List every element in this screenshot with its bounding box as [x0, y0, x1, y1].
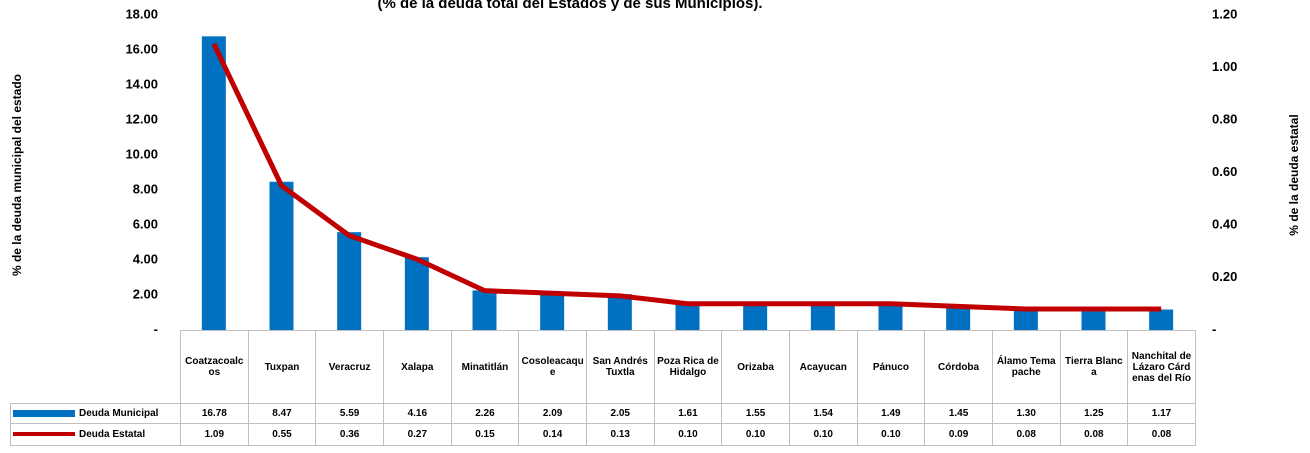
x-tick-label: Álamo Temapache [991, 330, 1061, 404]
data-label: 1.61 [653, 403, 723, 424]
x-tick-label: Nanchital de Lázaro Cárdenas del Río [1127, 330, 1196, 404]
y-tick-label: 2.00 [133, 286, 158, 301]
bar [472, 290, 497, 330]
data-label: 0.10 [721, 423, 790, 446]
data-label: 0.13 [585, 423, 655, 446]
legend-label: Deuda Municipal [79, 408, 159, 419]
x-tick-label: Poza Rica de Hidalgo [653, 330, 723, 404]
x-tick-label: Córdoba [924, 330, 993, 404]
x-tick-label: Veracruz [315, 330, 384, 404]
bar [540, 293, 565, 330]
y2-tick-label: 0.60 [1212, 164, 1237, 179]
x-tick-label: Acayucan [788, 330, 858, 404]
y-tick-label: 8.00 [133, 181, 158, 196]
y2-tick-label: 0.40 [1212, 216, 1237, 231]
bar [1149, 309, 1174, 330]
data-label: 0.15 [450, 423, 520, 446]
line [211, 42, 1162, 312]
data-label: 16.78 [180, 403, 249, 424]
legend-entry: Deuda Estatal [10, 423, 181, 446]
legend-swatch [13, 432, 75, 437]
y-tick-label: 14.00 [125, 76, 158, 91]
data-label: 1.25 [1059, 403, 1129, 424]
y2-axis-label: % de la deuda estatal [1287, 114, 1301, 235]
y-tick-label: 4.00 [133, 251, 158, 266]
data-label: 0.10 [788, 423, 858, 446]
y-tick-label: - [154, 321, 158, 336]
y2-tick-label: - [1212, 321, 1216, 336]
bar [810, 303, 835, 330]
y-tick-label: 10.00 [125, 146, 158, 161]
data-table: Coatzacoalcos Tuxpan Veracruz Xalapa Minatit… [10, 330, 1196, 446]
y-tick-label: 6.00 [133, 216, 158, 231]
x-tick-label: Xalapa [382, 330, 452, 404]
x-tick-label: Pánuco [856, 330, 926, 404]
data-label: 0.08 [991, 423, 1061, 446]
legend-label: Deuda Estatal [79, 429, 146, 440]
bar [1081, 308, 1106, 330]
data-label: 0.08 [1059, 423, 1129, 446]
data-label: 0.09 [924, 423, 993, 446]
legend-swatch [13, 409, 75, 417]
y-tick-label: 18.00 [125, 6, 158, 21]
bar [404, 257, 429, 330]
bar [675, 301, 700, 330]
bar [337, 232, 362, 330]
data-label: 1.30 [991, 403, 1061, 424]
bar [743, 302, 768, 330]
data-label: 8.47 [247, 403, 317, 424]
bar [269, 181, 294, 330]
legend-entry: Deuda Municipal [10, 403, 181, 424]
data-label: 1.09 [180, 423, 249, 446]
x-tick-label: San Andrés Tuxtla [585, 330, 655, 404]
data-label: 1.45 [924, 403, 993, 424]
data-label: 0.36 [315, 423, 384, 446]
data-label: 2.26 [450, 403, 520, 424]
x-tick-label: Tierra Blanca [1059, 330, 1129, 404]
y-tick-label: 16.00 [125, 41, 158, 56]
x-tick-label: Orizaba [721, 330, 790, 404]
data-label: 1.17 [1127, 403, 1196, 424]
y-axis-label: % de la deuda municipal del estado [10, 74, 24, 276]
data-label: 0.55 [247, 423, 317, 446]
y-tick-label: 12.00 [125, 111, 158, 126]
data-label: 1.54 [788, 403, 858, 424]
x-tick-label: Tuxpan [247, 330, 317, 404]
bar [878, 303, 903, 330]
data-label: 0.10 [653, 423, 723, 446]
x-tick-label: Minatitlán [450, 330, 520, 404]
bar [201, 36, 226, 330]
data-label: 1.49 [856, 403, 926, 424]
data-label: 4.16 [382, 403, 452, 424]
y2-tick-label: 0.80 [1212, 111, 1237, 126]
x-tick-label: Cosoleacaque [518, 330, 587, 404]
chart-title: (% de la deuda total del Estados y de su… [377, 0, 762, 12]
data-label: 0.10 [856, 423, 926, 446]
data-label: 0.14 [518, 423, 587, 446]
y2-tick-label: 1.20 [1212, 6, 1237, 21]
data-label: 0.08 [1127, 423, 1196, 446]
data-label: 2.09 [518, 403, 587, 424]
data-label: 5.59 [315, 403, 384, 424]
data-label: 2.05 [585, 403, 655, 424]
data-label: 0.27 [382, 423, 452, 446]
y2-tick-label: 0.20 [1212, 269, 1237, 284]
data-label: 1.55 [721, 403, 790, 424]
x-tick-label: Coatzacoalcos [180, 330, 249, 404]
bar [607, 294, 632, 330]
bar [1013, 307, 1038, 330]
y2-tick-label: 1.00 [1212, 59, 1237, 74]
